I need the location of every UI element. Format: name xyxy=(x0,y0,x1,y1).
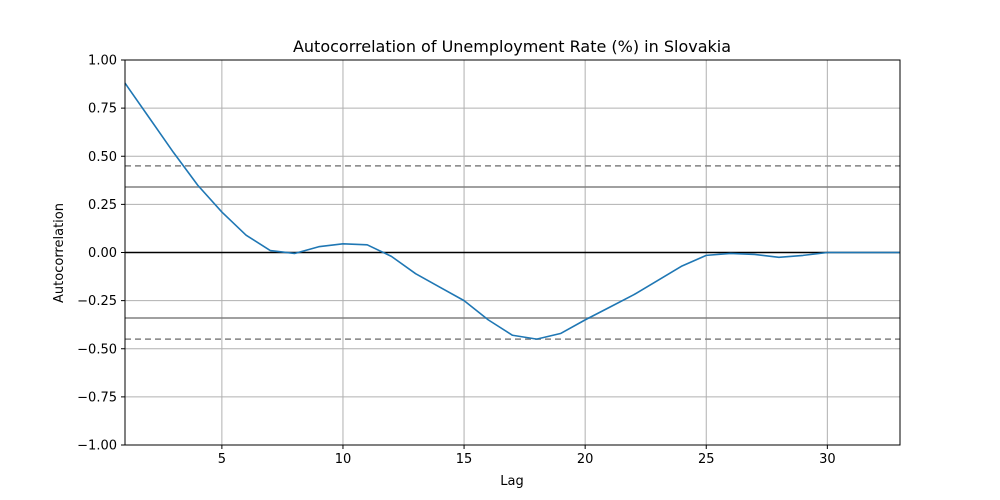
x-axis-ticks: 5 10 15 20 25 30 xyxy=(218,445,836,467)
y-tick-label: −0.75 xyxy=(77,390,117,405)
y-tick-label: 0.75 xyxy=(88,102,117,117)
autocorrelation-series-line xyxy=(124,82,900,340)
chart-title: Autocorrelation of Unemployment Rate (%)… xyxy=(293,37,731,56)
y-axis-label: Autocorrelation xyxy=(52,203,67,303)
y-tick-label: 1.00 xyxy=(88,54,117,69)
y-tick-label: 0.00 xyxy=(88,246,117,261)
x-tick-label: 20 xyxy=(577,452,594,467)
x-tick-label: 15 xyxy=(456,452,473,467)
y-tick-label: −0.25 xyxy=(77,294,117,309)
x-tick-label: 10 xyxy=(335,452,352,467)
x-axis-label: Lag xyxy=(500,474,523,489)
series-layer xyxy=(124,82,900,340)
y-tick-label: 0.50 xyxy=(88,150,117,165)
x-tick-label: 5 xyxy=(218,452,226,467)
y-tick-label: 0.25 xyxy=(88,198,117,213)
y-axis-ticks: −1.00 −0.75 −0.50 −0.25 0.00 0.25 0.50 0.75 1.00 xyxy=(77,54,125,454)
x-tick-label: 25 xyxy=(698,452,715,467)
y-tick-label: −0.50 xyxy=(77,342,117,357)
y-tick-label: −1.00 xyxy=(77,439,117,454)
reference-lines xyxy=(125,165,900,340)
x-tick-label: 30 xyxy=(819,452,836,467)
